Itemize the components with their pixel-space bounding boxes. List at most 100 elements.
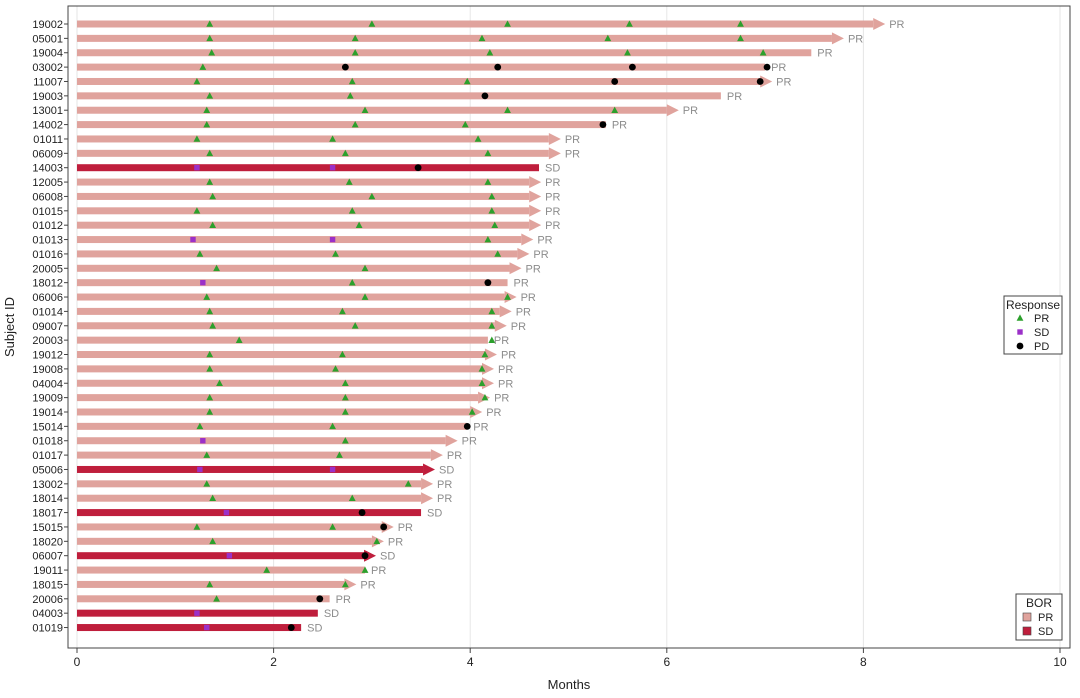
marker-pr bbox=[209, 494, 217, 502]
marker-pr bbox=[206, 365, 214, 372]
marker-pr bbox=[484, 149, 492, 157]
y-tick-label: 15014 bbox=[32, 421, 63, 433]
y-tick-label: 20005 bbox=[32, 263, 63, 275]
marker-pr bbox=[213, 264, 220, 272]
marker-pd bbox=[481, 92, 489, 100]
bor-label: PR bbox=[514, 278, 529, 290]
marker-sd bbox=[329, 236, 336, 243]
bor-label: PR bbox=[371, 565, 386, 577]
ongoing-arrow bbox=[517, 247, 530, 260]
bor-label: PR bbox=[437, 493, 452, 505]
bor-label: PR bbox=[776, 76, 791, 88]
marker-pr bbox=[488, 207, 496, 214]
subject-bar bbox=[77, 178, 530, 186]
ongoing-arrow bbox=[873, 18, 886, 30]
subject-bar bbox=[77, 307, 500, 315]
marker-pr bbox=[339, 350, 346, 358]
marker-pr bbox=[478, 379, 486, 387]
subject-bar bbox=[77, 293, 505, 301]
bor-label: PR bbox=[498, 378, 513, 390]
marker-sd bbox=[226, 552, 233, 559]
bor-label: SD bbox=[380, 551, 395, 563]
ongoing-arrow bbox=[470, 405, 483, 418]
ongoing-arrow bbox=[430, 449, 443, 462]
marker-pr bbox=[361, 293, 369, 300]
ongoing-arrow bbox=[421, 492, 434, 505]
ongoing-arrow bbox=[548, 147, 561, 160]
subject-bar bbox=[77, 509, 422, 517]
y-tick-label: 13002 bbox=[32, 479, 63, 491]
bor-label: PR bbox=[817, 48, 832, 60]
marker-sd bbox=[223, 509, 230, 516]
bor-label: PR bbox=[545, 191, 560, 203]
subject-bar bbox=[77, 236, 522, 244]
marker-pr bbox=[206, 307, 214, 315]
marker-sd bbox=[1017, 329, 1023, 335]
marker-pr bbox=[206, 34, 214, 42]
y-tick-label: 18017 bbox=[32, 508, 63, 520]
marker-pr bbox=[368, 20, 376, 27]
marker-pr bbox=[484, 178, 492, 185]
y-tick-label: 11007 bbox=[33, 76, 63, 88]
y-tick-label: 01013 bbox=[32, 235, 63, 247]
marker-pr bbox=[339, 307, 346, 315]
marker-pr bbox=[361, 106, 369, 114]
y-tick-label: 06008 bbox=[32, 191, 63, 203]
bor-label: PR bbox=[388, 536, 403, 548]
marker-pr bbox=[206, 149, 214, 157]
marker-pr bbox=[193, 207, 201, 214]
marker-pr bbox=[474, 135, 482, 142]
y-tick-label: 20003 bbox=[32, 335, 63, 347]
bor-label: PR bbox=[486, 407, 501, 419]
y-tick-label: 19014 bbox=[32, 407, 63, 419]
bor-legend-label: PR bbox=[1038, 612, 1053, 624]
marker-pr bbox=[478, 34, 486, 42]
marker-pr bbox=[332, 365, 339, 372]
subject-bar bbox=[77, 494, 422, 502]
y-tick-label: 19008 bbox=[32, 364, 63, 376]
marker-pr bbox=[348, 279, 356, 286]
ongoing-arrow bbox=[509, 262, 522, 275]
subject-bar bbox=[77, 250, 518, 258]
x-tick-label: 2 bbox=[270, 655, 277, 669]
marker-pr bbox=[737, 20, 744, 27]
subject-bar bbox=[77, 106, 667, 114]
marker-pd bbox=[494, 63, 502, 71]
bor-legend: BOR PR SD bbox=[1015, 593, 1063, 641]
ongoing-arrow bbox=[529, 219, 542, 232]
bor-label: PR bbox=[360, 579, 375, 591]
marker-pr bbox=[468, 408, 476, 415]
marker-pr bbox=[336, 451, 343, 458]
marker-pr bbox=[351, 322, 359, 329]
marker-pr bbox=[504, 20, 511, 27]
marker-pr bbox=[373, 537, 381, 545]
marker-pr bbox=[209, 221, 217, 228]
bor-label: PR bbox=[521, 292, 536, 304]
y-tick-label: 19004 bbox=[32, 48, 63, 60]
bor-label: PR bbox=[516, 306, 531, 318]
subject-bar bbox=[77, 465, 424, 473]
ongoing-arrow bbox=[344, 578, 357, 591]
subject-bars bbox=[77, 18, 886, 632]
y-tick-label: 09007 bbox=[32, 321, 63, 333]
bor-label: PR bbox=[462, 436, 477, 448]
y-tick-label: 03002 bbox=[32, 62, 63, 74]
ongoing-arrow bbox=[760, 75, 773, 88]
subject-bar bbox=[77, 221, 530, 229]
y-tick-label: 01015 bbox=[32, 206, 63, 218]
marker-pd bbox=[628, 63, 636, 71]
marker-pr bbox=[341, 408, 349, 415]
marker-pr bbox=[206, 178, 214, 185]
bor-label: PR bbox=[494, 335, 509, 347]
y-tick-label: 20006 bbox=[32, 594, 63, 606]
ongoing-arrow bbox=[364, 549, 377, 562]
marker-pr bbox=[193, 77, 201, 85]
y-tick-label: 01019 bbox=[32, 623, 63, 635]
subject-bar bbox=[77, 20, 874, 28]
marker-pr bbox=[341, 149, 349, 157]
marker-pd bbox=[484, 279, 492, 287]
response-legend-title: Response bbox=[1006, 298, 1060, 312]
marker-pr bbox=[488, 336, 496, 343]
subject-bar bbox=[77, 451, 431, 459]
marker-pr bbox=[494, 250, 502, 257]
